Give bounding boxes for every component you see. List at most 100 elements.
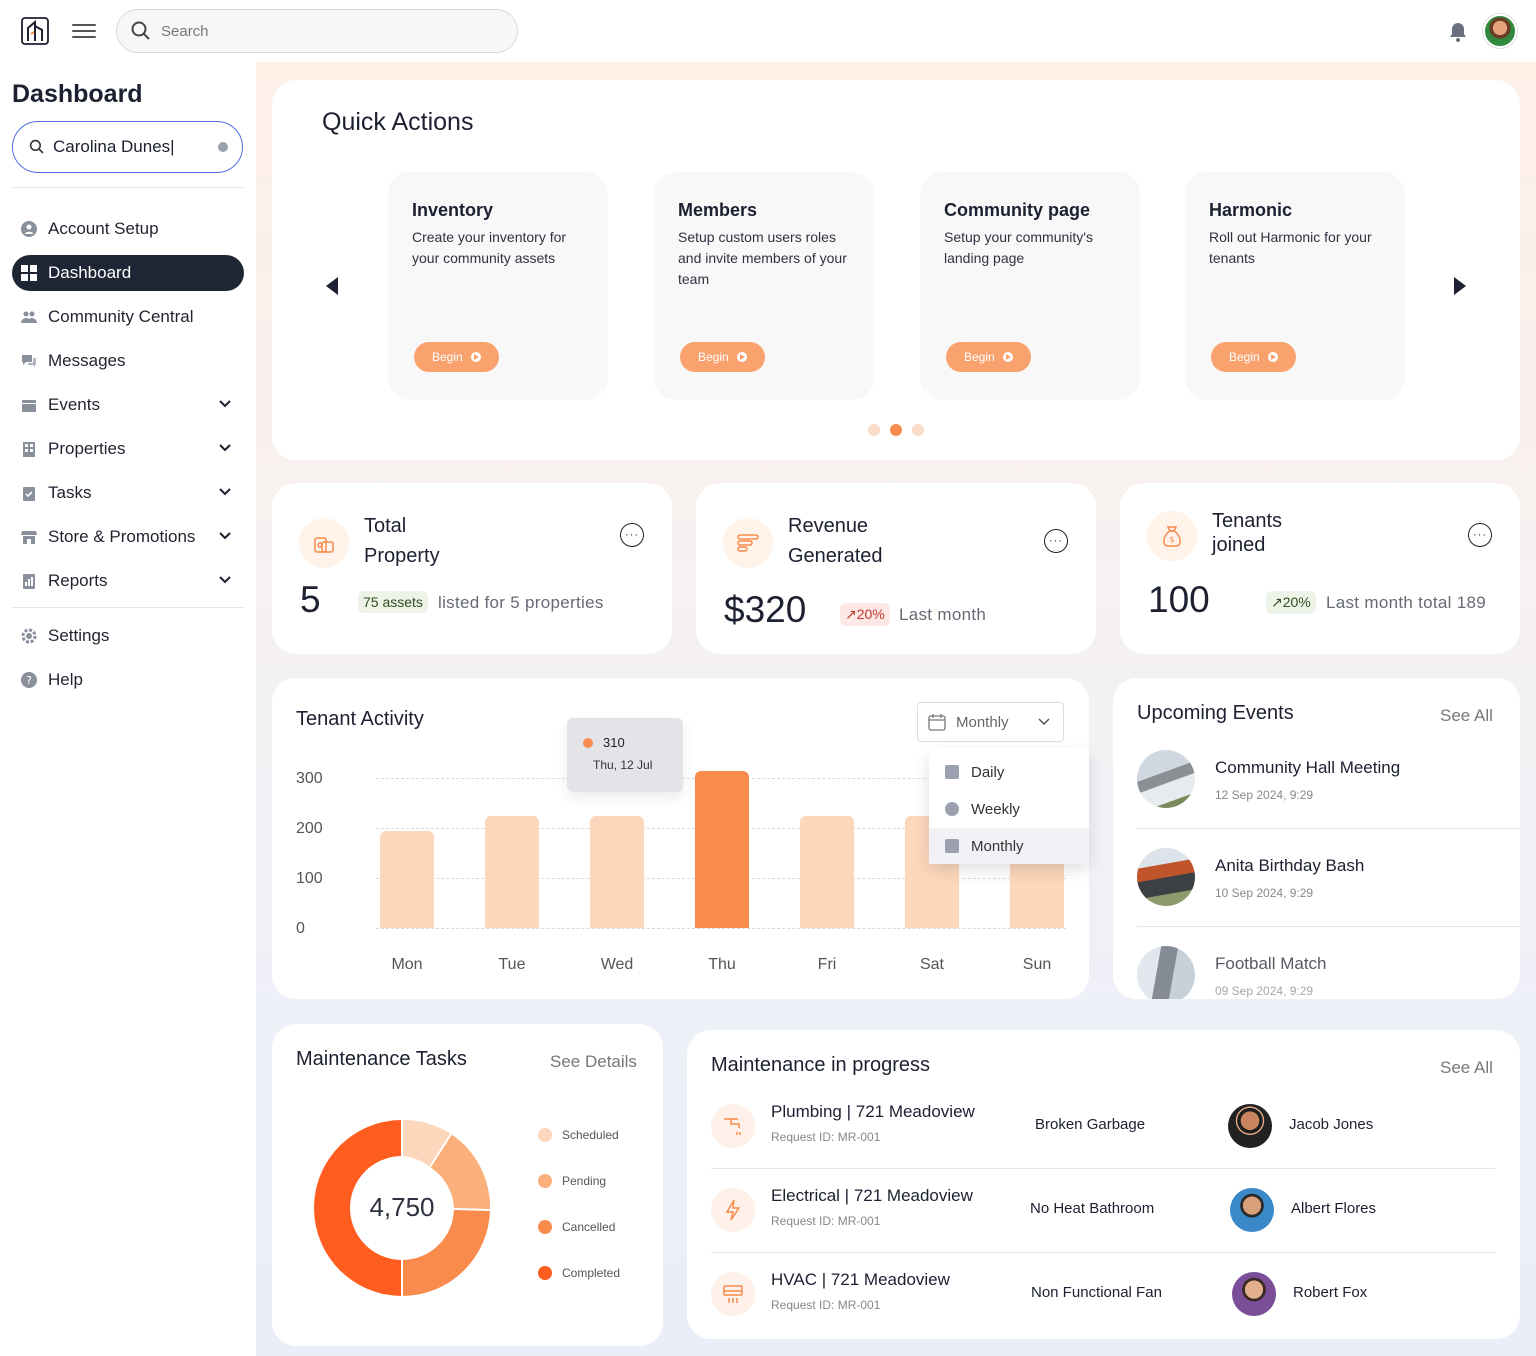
more-options-icon[interactable]: ···	[1468, 523, 1492, 547]
assignee-avatar	[1232, 1272, 1276, 1316]
bar-wed[interactable]	[590, 815, 644, 928]
user-avatar[interactable]	[1483, 14, 1517, 48]
quick-action-harmonic: Harmonic Roll out Harmonic for your tena…	[1185, 172, 1405, 400]
carousel-dot[interactable]	[912, 424, 924, 436]
x-tick-label: Mon	[391, 956, 423, 973]
sidebar-item-label: Settings	[48, 626, 110, 645]
sidebar-item-community-central[interactable]: Community Central	[12, 299, 244, 335]
begin-button[interactable]: Begin	[1211, 342, 1296, 372]
sidebar-item-reports[interactable]: Reports	[12, 563, 244, 599]
carousel-prev-icon[interactable]	[326, 277, 338, 295]
period-select[interactable]: Monthly	[917, 702, 1064, 742]
clear-search-icon[interactable]	[218, 142, 228, 152]
bar-thu[interactable]	[695, 770, 749, 928]
quick-actions-card: Quick Actions Inventory Create your inve…	[272, 80, 1520, 460]
grid-line	[376, 928, 1066, 929]
begin-label: Begin	[698, 350, 729, 364]
donut-total: 4,750	[369, 1192, 435, 1222]
play-icon	[470, 352, 481, 362]
notification-bell-icon[interactable]	[1446, 20, 1470, 44]
maintenance-row[interactable]: HVAC | 721 Meadoview Request ID: MR-001 …	[711, 1254, 1495, 1338]
tenant-activity-card: Tenant Activity 300 200 100 0 Mon Tue Wed T…	[272, 678, 1089, 999]
sidebar-item-settings[interactable]: Settings	[12, 618, 244, 654]
property-search-input[interactable]	[53, 137, 203, 157]
more-options-icon[interactable]: ···	[620, 523, 644, 547]
carousel-dot[interactable]	[868, 424, 880, 436]
chevron-down-icon[interactable]	[218, 573, 232, 587]
event-time: 12 Sep 2024, 9:29	[1215, 788, 1314, 802]
period-option-monthly[interactable]: Monthly	[929, 828, 1089, 864]
chevron-down-icon[interactable]	[218, 485, 232, 499]
sidebar-item-properties[interactable]: Properties	[12, 431, 244, 467]
maintenance-progress-title: Maintenance in progress	[711, 1054, 931, 1076]
clipboard-icon	[20, 484, 38, 502]
begin-button[interactable]: Begin	[680, 342, 765, 372]
event-name: Community Hall Meeting	[1215, 758, 1401, 777]
trash-icon	[945, 839, 959, 853]
user-circle-icon	[20, 220, 38, 238]
carousel-next-icon[interactable]	[1454, 277, 1466, 295]
global-search-input[interactable]	[161, 22, 481, 40]
quick-action-inventory: Inventory Create your inventory for your…	[388, 172, 608, 400]
chevron-down-icon	[1038, 718, 1050, 726]
donut-segment-scheduled[interactable]	[402, 1119, 451, 1167]
see-details-link[interactable]: See Details	[550, 1052, 637, 1071]
quick-action-desc: Create your inventory for your community…	[412, 229, 567, 266]
bar-tue[interactable]	[485, 815, 539, 928]
y-tick-label: 200	[296, 820, 323, 837]
bar-mon[interactable]	[380, 830, 434, 928]
chevron-down-icon[interactable]	[218, 529, 232, 543]
carousel-dot-active[interactable]	[890, 424, 902, 436]
donut-segment-cancelled[interactable]	[402, 1209, 490, 1296]
menu-toggle-icon[interactable]	[72, 20, 96, 42]
divider	[12, 187, 244, 188]
legend-swatch	[538, 1266, 552, 1280]
period-option-daily[interactable]: Daily	[929, 754, 1089, 790]
stat-badge: 75 assets	[358, 591, 428, 613]
assignee-avatar	[1228, 1104, 1272, 1148]
sidebar-item-label: Dashboard	[48, 263, 132, 282]
event-name: Football Match	[1215, 954, 1327, 973]
begin-button[interactable]: Begin	[946, 342, 1031, 372]
sidebar-item-dashboard[interactable]: Dashboard	[12, 255, 244, 291]
donut-segment-pending[interactable]	[430, 1134, 491, 1210]
sidebar-item-help[interactable]: ? Help	[12, 662, 244, 698]
sidebar-item-tasks[interactable]: Tasks	[12, 475, 244, 511]
bar-fri[interactable]	[800, 815, 854, 928]
search-icon	[29, 139, 44, 154]
global-search[interactable]	[116, 9, 518, 53]
stat-title-line: Total	[364, 515, 407, 537]
see-all-maintenance-link[interactable]: See All	[1440, 1058, 1493, 1077]
event-item[interactable]: Anita Birthday Bash 10 Sep 2024, 9:29	[1137, 848, 1520, 946]
maintenance-row[interactable]: Electrical | 721 Meadoview Request ID: M…	[711, 1170, 1495, 1254]
period-option-weekly[interactable]: Weekly	[929, 791, 1089, 827]
property-search[interactable]	[12, 121, 243, 173]
begin-button[interactable]: Begin	[414, 342, 499, 372]
sidebar-item-account-setup[interactable]: Account Setup	[12, 211, 244, 247]
donut-segment-completed[interactable]	[314, 1120, 402, 1296]
chevron-down-icon[interactable]	[218, 397, 232, 411]
stat-title-line: Revenue	[788, 515, 869, 537]
maintenance-row[interactable]: Plumbing | 721 Meadoview Request ID: MR-…	[711, 1086, 1495, 1170]
play-icon	[736, 352, 747, 362]
quick-action-members: Members Setup custom users roles and inv…	[654, 172, 874, 400]
event-item[interactable]: Football Match 09 Sep 2024, 9:29	[1137, 946, 1520, 999]
property-icon	[299, 518, 349, 568]
tenant-activity-title: Tenant Activity	[296, 708, 424, 730]
chevron-down-icon[interactable]	[218, 441, 232, 455]
event-item[interactable]: Community Hall Meeting 12 Sep 2024, 9:29	[1137, 750, 1520, 848]
see-all-events-link[interactable]: See All	[1440, 706, 1493, 725]
maintenance-request-id: Request ID: MR-001	[771, 1298, 881, 1312]
play-icon	[1267, 352, 1278, 362]
main-content: Quick Actions Inventory Create your inve…	[256, 62, 1536, 1356]
sidebar-item-label: Properties	[48, 439, 126, 458]
sidebar-item-events[interactable]: Events	[12, 387, 244, 423]
sidebar-item-messages[interactable]: Messages	[12, 343, 244, 379]
quick-action-title: Harmonic	[1209, 200, 1293, 220]
logo-icon[interactable]	[20, 16, 50, 46]
sidebar-item-store-promotions[interactable]: Store & Promotions	[12, 519, 244, 555]
divider	[711, 1168, 1495, 1169]
sidebar-item-label: Events	[48, 395, 100, 414]
upcoming-events-title: Upcoming Events	[1137, 702, 1294, 724]
more-options-icon[interactable]: ···	[1044, 529, 1068, 553]
